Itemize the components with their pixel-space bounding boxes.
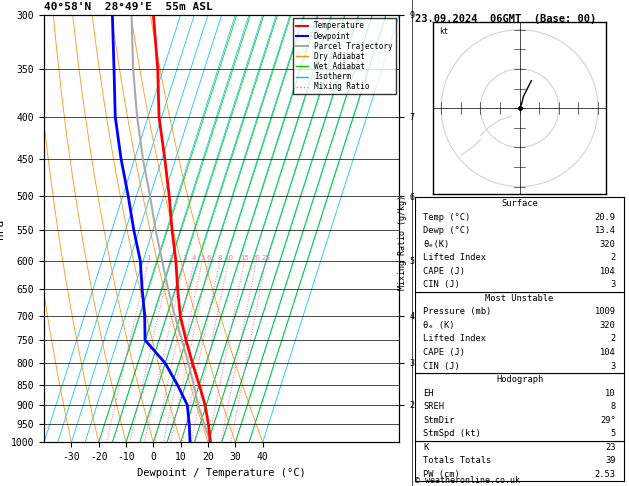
Text: 2: 2 — [610, 253, 616, 262]
Text: 39: 39 — [605, 456, 616, 465]
Text: CIN (J): CIN (J) — [423, 362, 460, 370]
Text: 3: 3 — [610, 280, 616, 289]
Text: CIN (J): CIN (J) — [423, 280, 460, 289]
Text: © weatheronline.co.uk: © weatheronline.co.uk — [415, 476, 520, 485]
Text: 8: 8 — [610, 402, 616, 411]
Text: 40°58'N  28°49'E  55m ASL: 40°58'N 28°49'E 55m ASL — [44, 2, 213, 13]
Text: 2.53: 2.53 — [594, 470, 616, 479]
Text: 20.9: 20.9 — [594, 213, 616, 222]
Text: Mixing Ratio (g/kg): Mixing Ratio (g/kg) — [398, 195, 407, 291]
Text: 320: 320 — [600, 240, 616, 249]
Text: Most Unstable: Most Unstable — [486, 294, 554, 303]
Text: 13.4: 13.4 — [594, 226, 616, 235]
Text: 5: 5 — [610, 429, 616, 438]
Text: K: K — [423, 443, 429, 452]
Text: 23.09.2024  06GMT  (Base: 00): 23.09.2024 06GMT (Base: 00) — [415, 14, 596, 24]
X-axis label: Dewpoint / Temperature (°C): Dewpoint / Temperature (°C) — [137, 468, 306, 478]
Text: 3: 3 — [610, 362, 616, 370]
Text: 15: 15 — [240, 255, 249, 261]
Text: 20: 20 — [252, 255, 261, 261]
Y-axis label: hPa: hPa — [0, 218, 5, 239]
Text: 320: 320 — [600, 321, 616, 330]
Text: Surface: Surface — [501, 199, 538, 208]
Text: 2: 2 — [610, 334, 616, 344]
Text: 104: 104 — [600, 348, 616, 357]
Text: θₑ (K): θₑ (K) — [423, 321, 455, 330]
Text: SREH: SREH — [423, 402, 445, 411]
Text: Dewp (°C): Dewp (°C) — [423, 226, 470, 235]
Text: Lifted Index: Lifted Index — [423, 253, 486, 262]
Text: PW (cm): PW (cm) — [423, 470, 460, 479]
Text: 10: 10 — [224, 255, 233, 261]
Text: 5: 5 — [200, 255, 204, 261]
Text: CAPE (J): CAPE (J) — [423, 267, 465, 276]
Text: Lifted Index: Lifted Index — [423, 334, 486, 344]
Text: Pressure (mb): Pressure (mb) — [423, 308, 492, 316]
Text: 29°: 29° — [600, 416, 616, 425]
Text: 1: 1 — [146, 255, 150, 261]
Text: 1009: 1009 — [594, 308, 616, 316]
Text: 25: 25 — [261, 255, 270, 261]
Text: 1LCL: 1LCL — [421, 400, 439, 409]
Text: Hodograph: Hodograph — [496, 375, 543, 384]
Text: 4: 4 — [192, 255, 196, 261]
Text: Totals Totals: Totals Totals — [423, 456, 492, 465]
Text: StmSpd (kt): StmSpd (kt) — [423, 429, 481, 438]
Text: CAPE (J): CAPE (J) — [423, 348, 465, 357]
Text: 6: 6 — [207, 255, 211, 261]
Text: 8: 8 — [218, 255, 222, 261]
Text: kt: kt — [439, 27, 448, 35]
Legend: Temperature, Dewpoint, Parcel Trajectory, Dry Adiabat, Wet Adiabat, Isotherm, Mi: Temperature, Dewpoint, Parcel Trajectory… — [293, 18, 396, 94]
Text: 10: 10 — [605, 389, 616, 398]
Text: 104: 104 — [600, 267, 616, 276]
Text: Temp (°C): Temp (°C) — [423, 213, 470, 222]
Text: StmDir: StmDir — [423, 416, 455, 425]
Text: EH: EH — [423, 389, 434, 398]
Text: 3: 3 — [182, 255, 186, 261]
Text: θₑ(K): θₑ(K) — [423, 240, 450, 249]
Text: 23: 23 — [605, 443, 616, 452]
Text: 2: 2 — [169, 255, 173, 261]
Y-axis label: km
ASL: km ASL — [426, 228, 441, 248]
